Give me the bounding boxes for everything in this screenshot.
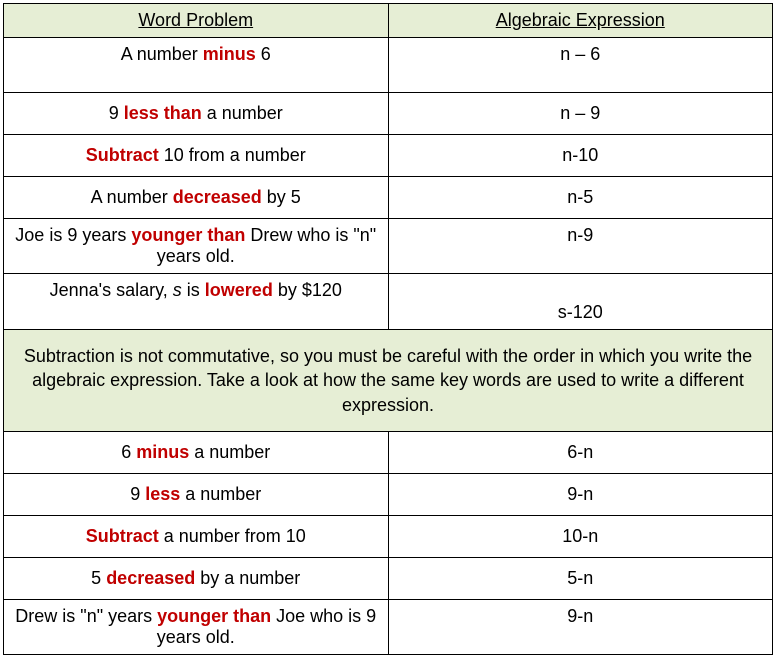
header-algebraic-expression: Algebraic Expression	[388, 4, 773, 38]
keyword: minus	[203, 44, 256, 64]
word-problem-cell: 9 less than a number	[4, 93, 389, 135]
expression-cell: 9-n	[388, 473, 773, 515]
word-problem-cell: 9 less a number	[4, 473, 389, 515]
expression-cell: n-5	[388, 177, 773, 219]
word-problem-cell: Subtract 10 from a number	[4, 135, 389, 177]
table-row: Jenna's salary, s is lowered by $120 s-1…	[4, 274, 773, 330]
algebra-table: Word Problem Algebraic Expression A numb…	[3, 3, 773, 655]
word-problem-cell: 6 minus a number	[4, 431, 389, 473]
word-problem-cell: Drew is "n" years younger than Joe who i…	[4, 599, 389, 654]
word-post: by a number	[195, 568, 300, 588]
word-post: a number from 10	[159, 526, 306, 546]
table-row: Subtract a number from 10 10-n	[4, 515, 773, 557]
word-post: by 5	[262, 187, 301, 207]
word-pre: Joe is 9 years	[15, 225, 131, 245]
expression-cell: n-9	[388, 219, 773, 274]
word-post: 6	[256, 44, 271, 64]
keyword: Subtract	[86, 526, 159, 546]
expression-cell: n – 6	[388, 38, 773, 93]
word-pre: Drew is "n" years	[15, 606, 157, 626]
word-problem-cell: A number minus 6	[4, 38, 389, 93]
expression-cell: 5-n	[388, 557, 773, 599]
expr-text: s-120	[558, 302, 603, 322]
expression-cell: n – 9	[388, 93, 773, 135]
keyword: decreased	[106, 568, 195, 588]
word-problem-cell: Jenna's salary, s is lowered by $120	[4, 274, 389, 330]
word-pre: A number	[91, 187, 173, 207]
table-row: 6 minus a number 6-n	[4, 431, 773, 473]
note-cell: Subtraction is not commutative, so you m…	[4, 330, 773, 432]
word-problem-cell: A number decreased by 5	[4, 177, 389, 219]
word-pre: 5	[91, 568, 106, 588]
header-row: Word Problem Algebraic Expression	[4, 4, 773, 38]
word-pre: 9	[130, 484, 145, 504]
table-row: Subtract 10 from a number n-10	[4, 135, 773, 177]
word-problem-cell: 5 decreased by a number	[4, 557, 389, 599]
expression-cell: n-10	[388, 135, 773, 177]
keyword: less than	[124, 103, 202, 123]
word-pre: Jenna's salary,	[50, 280, 173, 300]
word-mid: is	[182, 280, 205, 300]
table-row: A number minus 6 n – 6	[4, 38, 773, 93]
table-row: Joe is 9 years younger than Drew who is …	[4, 219, 773, 274]
table-row: Drew is "n" years younger than Joe who i…	[4, 599, 773, 654]
table-row: 9 less a number 9-n	[4, 473, 773, 515]
expression-cell: s-120	[388, 274, 773, 330]
italic-var: s	[173, 280, 182, 300]
keyword: younger than	[131, 225, 245, 245]
expression-cell: 6-n	[388, 431, 773, 473]
table-row: A number decreased by 5 n-5	[4, 177, 773, 219]
word-problem-cell: Subtract a number from 10	[4, 515, 389, 557]
word-post: 10 from a number	[159, 145, 306, 165]
word-post: by $120	[273, 280, 342, 300]
keyword: Subtract	[86, 145, 159, 165]
keyword: lowered	[205, 280, 273, 300]
note-row: Subtraction is not commutative, so you m…	[4, 330, 773, 432]
expression-cell: 9-n	[388, 599, 773, 654]
keyword: younger than	[157, 606, 271, 626]
word-post: a number	[180, 484, 261, 504]
word-problem-cell: Joe is 9 years younger than Drew who is …	[4, 219, 389, 274]
keyword: minus	[136, 442, 189, 462]
table-row: 9 less than a number n – 9	[4, 93, 773, 135]
word-pre: 9	[109, 103, 124, 123]
keyword: less	[145, 484, 180, 504]
word-post: a number	[202, 103, 283, 123]
table-row: 5 decreased by a number 5-n	[4, 557, 773, 599]
word-pre: A number	[121, 44, 203, 64]
header-word-problem: Word Problem	[4, 4, 389, 38]
keyword: decreased	[173, 187, 262, 207]
expression-cell: 10-n	[388, 515, 773, 557]
word-pre: 6	[121, 442, 136, 462]
word-post: a number	[189, 442, 270, 462]
